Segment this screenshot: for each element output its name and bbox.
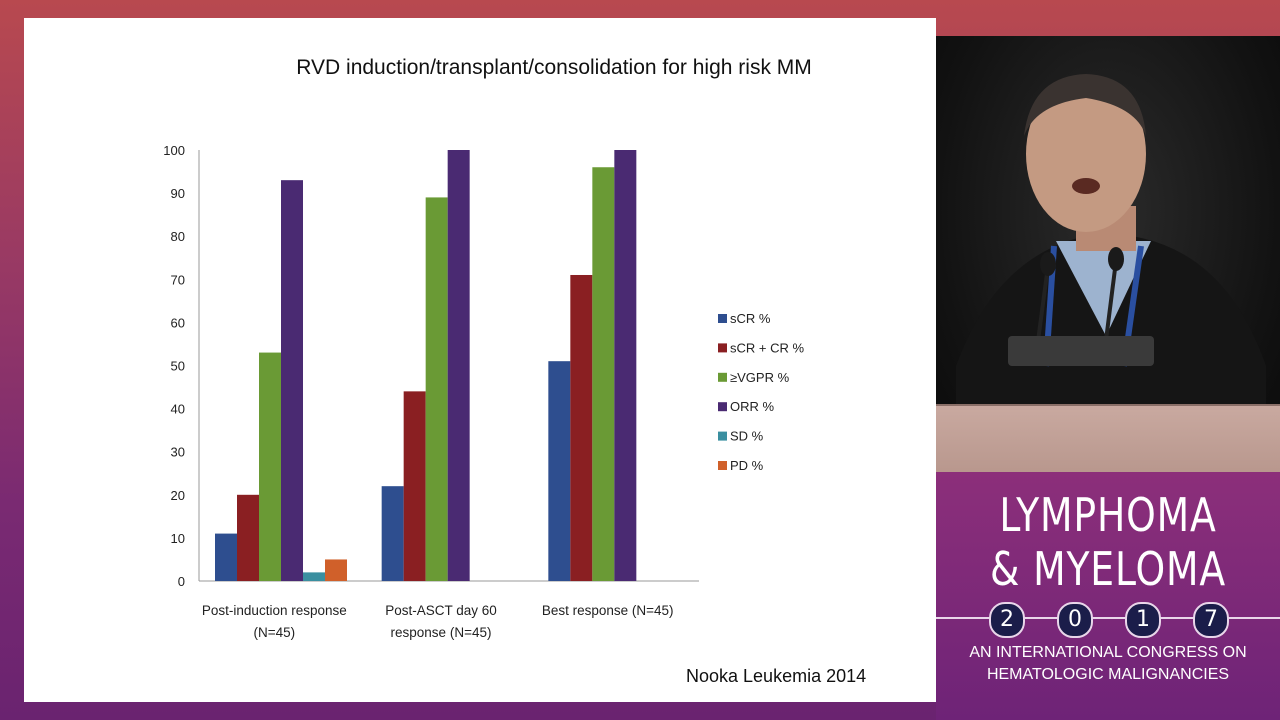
legend-label: ORR % <box>730 399 775 414</box>
year-digit: 2 <box>989 602 1025 638</box>
speaker-video <box>936 36 1280 472</box>
y-tick-label: 30 <box>171 445 185 460</box>
y-tick-label: 70 <box>171 272 185 287</box>
x-category-label: response (N=45) <box>391 625 492 640</box>
citation: Nooka Leukemia 2014 <box>686 666 867 686</box>
y-tick-label: 80 <box>171 229 185 244</box>
y-tick-label: 100 <box>163 143 185 158</box>
congress-branding: LYMPHOMA & MYELOMA 2 0 1 7 AN INTERNATIO… <box>936 472 1280 720</box>
legend-swatch <box>718 402 727 412</box>
bar <box>447 150 470 581</box>
y-tick-label: 40 <box>171 402 185 417</box>
y-tick-label: 50 <box>171 359 185 374</box>
bar <box>548 361 571 581</box>
legend-label: ≥VGPR % <box>730 370 790 385</box>
y-tick-label: 0 <box>178 574 185 589</box>
year-digit: 7 <box>1193 602 1229 638</box>
bar <box>425 197 448 581</box>
x-category-label: (N=45) <box>254 625 296 640</box>
legend-swatch <box>718 314 727 323</box>
slide-title: RVD induction/transplant/consolidation f… <box>296 56 812 79</box>
bar <box>570 274 593 581</box>
legend-label: PD % <box>730 458 764 473</box>
bar <box>215 533 237 581</box>
slide: 0 10 20 30 40 50 60 70 80 90 100 Post-induction res… <box>24 18 936 702</box>
bar <box>303 572 325 581</box>
bar <box>381 486 404 581</box>
legend-label: SD % <box>730 429 764 444</box>
year-rule <box>936 617 1280 619</box>
bar <box>259 352 281 581</box>
bar <box>403 391 426 581</box>
bar <box>281 180 303 582</box>
podium <box>936 404 1280 472</box>
x-category-label: Best response (N=45) <box>542 603 674 618</box>
bar <box>325 559 347 581</box>
y-tick-label: 10 <box>171 531 185 546</box>
year-digit: 1 <box>1125 602 1161 638</box>
y-tick-label: 60 <box>171 315 185 330</box>
tagline-line2: HEMATOLOGIC MALIGNANCIES <box>986 666 1230 683</box>
brand-title-line1: LYMPHOMA <box>999 488 1217 542</box>
brand-title-line2: & MYELOMA <box>990 542 1226 596</box>
y-tick-label: 20 <box>171 488 185 503</box>
bar <box>614 150 637 581</box>
year-row: 2 0 1 7 <box>936 600 1280 638</box>
legend-label: sCR + CR % <box>730 340 804 355</box>
legend-label: sCR % <box>730 311 771 326</box>
bar-chart: 0 10 20 30 40 50 60 70 80 90 100 Post-induction res… <box>163 143 804 640</box>
bar <box>592 167 615 582</box>
legend-swatch <box>718 343 727 353</box>
legend-swatch <box>718 431 727 441</box>
year-digit: 0 <box>1057 602 1093 638</box>
x-category-label: Post-induction response <box>202 603 347 618</box>
x-category-label: Post-ASCT day 60 <box>385 603 497 618</box>
tagline-line1: AN INTERNATIONAL CONGRESS ON <box>969 644 1247 661</box>
legend-swatch <box>718 372 727 382</box>
bar <box>237 494 259 581</box>
legend-swatch <box>718 461 727 470</box>
y-tick-label: 90 <box>171 186 185 201</box>
